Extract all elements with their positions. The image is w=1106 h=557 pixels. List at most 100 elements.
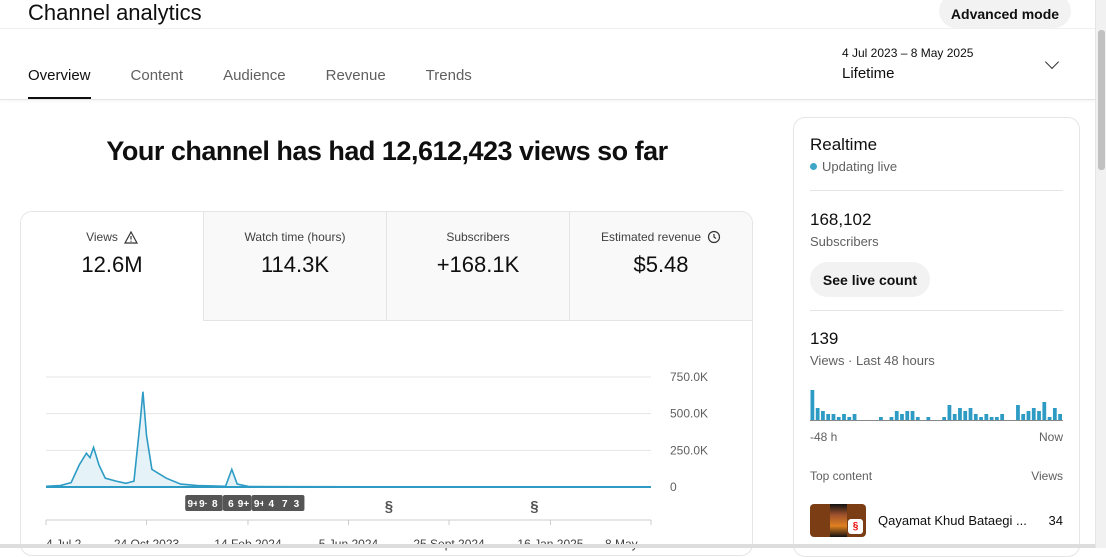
realtime-bar[interactable] [1042, 402, 1046, 420]
realtime-bar[interactable] [1000, 414, 1004, 420]
realtime-bar[interactable] [1058, 414, 1062, 420]
realtime-bar[interactable] [905, 411, 909, 420]
realtime-bar[interactable] [1021, 414, 1025, 420]
views-headline: Your channel has had 12,612,423 views so… [0, 136, 774, 167]
top-content-title[interactable]: Qayamat Khud Bataegi ... [878, 513, 1027, 528]
publish-marker-label: 4 [269, 499, 275, 510]
see-live-count-button[interactable]: See live count [810, 262, 930, 297]
realtime-bar[interactable] [1016, 405, 1020, 420]
views-column-label: Views [1031, 469, 1063, 483]
realtime-bar[interactable] [942, 417, 946, 420]
realtime-bar[interactable] [969, 408, 973, 420]
realtime-bar[interactable] [984, 414, 988, 420]
subscribers-label: Subscribers [810, 234, 879, 249]
tab-content[interactable]: Content [131, 67, 184, 99]
realtime-bar[interactable] [979, 417, 983, 420]
realtime-bar[interactable] [837, 417, 841, 420]
metric-views-tab[interactable]: Views 12.6M [21, 212, 204, 321]
tab-revenue[interactable]: Revenue [326, 67, 386, 99]
metric-value: 114.3K [204, 252, 386, 278]
overview-card: Views 12.6M Watch time (hours) 114.3K Su… [20, 211, 753, 556]
realtime-bar[interactable] [995, 417, 999, 420]
metric-subscribers-tab[interactable]: Subscribers +168.1K [387, 212, 570, 321]
tab-overview[interactable]: Overview [28, 67, 91, 99]
subscriber-count: 168,102 [810, 210, 871, 230]
metric-label: Estimated revenue [601, 230, 701, 244]
date-range[interactable]: 4 Jul 2023 – 8 May 2025 [842, 46, 973, 60]
realtime-bar[interactable] [1053, 408, 1057, 420]
realtime-bar[interactable] [890, 417, 894, 420]
y-tick-label: 500.0K [670, 407, 708, 421]
publish-marker-label: 8 [212, 499, 218, 510]
metric-label: Views [86, 230, 118, 244]
publish-marker-label: 7 [282, 499, 288, 510]
realtime-bar-chart[interactable] [810, 380, 1063, 422]
area-fill [46, 392, 651, 487]
metric-value: 12.6M [21, 252, 203, 278]
realtime-bar[interactable] [948, 405, 952, 420]
realtime-bar[interactable] [826, 414, 830, 420]
advanced-mode-button[interactable]: Advanced mode [939, 0, 1071, 28]
top-content-views: 34 [1049, 513, 1063, 528]
realtime-bar[interactable] [926, 417, 930, 420]
start-label: -48 h [810, 430, 837, 444]
realtime-bar[interactable] [853, 414, 857, 420]
tab-audience[interactable]: Audience [223, 67, 286, 99]
realtime-bar[interactable] [963, 411, 967, 420]
realtime-card: Realtime Updating live 168,102 Subscribe… [793, 117, 1080, 557]
end-label: Now [1039, 430, 1063, 444]
realtime-bar[interactable] [958, 408, 962, 420]
realtime-bar[interactable] [1027, 411, 1031, 420]
metric-label: Watch time (hours) [245, 230, 346, 244]
realtime-bar[interactable] [1037, 411, 1041, 420]
divider [810, 190, 1063, 191]
realtime-bar[interactable] [916, 417, 920, 420]
period-selector[interactable]: Lifetime [842, 65, 895, 82]
realtime-title: Realtime [810, 135, 877, 155]
realtime-bar[interactable] [911, 411, 915, 420]
top-content-label: Top content [810, 469, 872, 483]
metric-revenue-tab[interactable]: Estimated revenue $5.48 [570, 212, 752, 321]
publish-marker-label: 9+ [238, 499, 250, 510]
realtime-views: 139 [810, 329, 838, 349]
realtime-bar[interactable] [816, 408, 820, 420]
video-thumbnail[interactable]: § [810, 504, 866, 537]
scrollbar[interactable] [1095, 0, 1106, 548]
realtime-bar[interactable] [900, 414, 904, 420]
clock-icon [707, 230, 721, 244]
live-status: Updating live [810, 159, 897, 174]
publish-marker-label: 3 [294, 499, 300, 510]
shorts-icon: § [848, 519, 863, 534]
realtime-bar[interactable] [990, 417, 994, 420]
realtime-bar[interactable] [1032, 408, 1036, 420]
metric-watch-time-tab[interactable]: Watch time (hours) 114.3K [204, 212, 387, 321]
realtime-bar[interactable] [1048, 417, 1052, 420]
realtime-bar[interactable] [953, 414, 957, 420]
live-dot-icon [810, 163, 817, 170]
realtime-bar[interactable] [842, 414, 846, 420]
divider [0, 99, 1095, 100]
divider [810, 310, 1063, 311]
horizontal-scrollbar[interactable] [0, 544, 1095, 548]
metric-value: $5.48 [570, 252, 752, 278]
tab-bar: Overview Content Audience Revenue Trends [28, 67, 512, 99]
scrollbar-thumb[interactable] [1098, 30, 1105, 170]
realtime-bar[interactable] [974, 414, 978, 420]
y-tick-label: 0 [670, 480, 677, 494]
shorts-icon: § [530, 498, 538, 515]
warning-icon [124, 231, 138, 244]
realtime-views-label: Views · Last 48 hours [810, 353, 935, 368]
realtime-bar[interactable] [895, 411, 899, 420]
tab-trends[interactable]: Trends [426, 67, 472, 99]
realtime-bar[interactable] [879, 417, 883, 420]
live-status-text: Updating live [822, 159, 897, 174]
realtime-bar[interactable] [811, 390, 815, 420]
realtime-bar[interactable] [847, 417, 851, 420]
y-tick-label: 250.0K [670, 443, 708, 457]
metric-value: +168.1K [387, 252, 569, 278]
realtime-bar[interactable] [832, 414, 836, 420]
chevron-down-icon[interactable] [1045, 55, 1059, 69]
realtime-bar[interactable] [821, 411, 825, 420]
divider [0, 28, 1095, 29]
